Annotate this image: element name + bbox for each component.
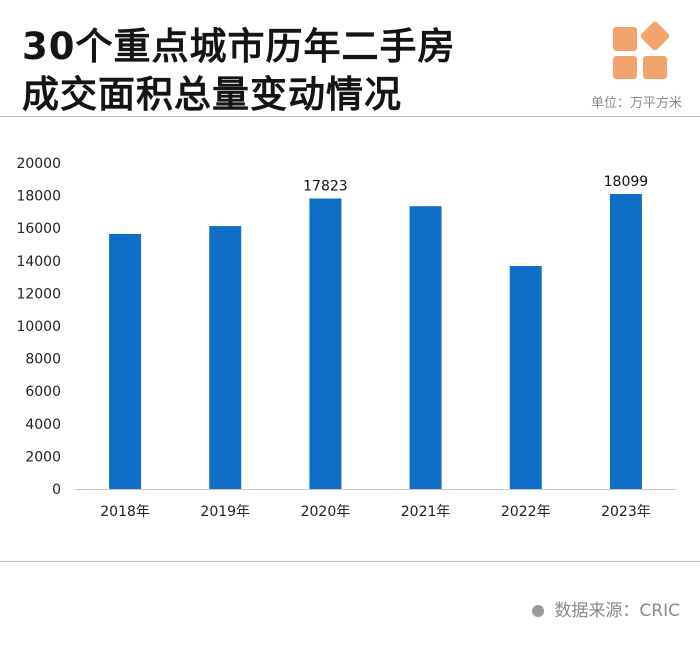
bar: [409, 206, 442, 489]
y-tick-label: 8000: [25, 352, 61, 368]
x-tick-label: 2021年: [401, 504, 451, 520]
x-axis: 2018年 2019年 2020年 2021年 2022年 2023年: [75, 489, 676, 520]
footer-divider: [0, 561, 700, 562]
x-tick-label: 2022年: [501, 504, 551, 520]
source-note: 数据来源：CRIC: [532, 596, 680, 621]
y-tick-label: 12000: [16, 286, 61, 302]
x-tick-label: 2019年: [200, 504, 250, 520]
data-label: 18099: [604, 174, 649, 190]
y-tick-label: 6000: [25, 384, 61, 400]
bars: 17823 18099: [109, 174, 648, 489]
y-tick-label: 0: [52, 482, 61, 498]
y-tick-label: 10000: [16, 319, 61, 335]
bar: [509, 266, 542, 489]
brand-logo-icon: [613, 20, 671, 79]
bar: [609, 193, 642, 489]
header-divider: [0, 116, 700, 117]
bar: [309, 198, 342, 489]
y-axis: 0 2000 4000 6000 8000 10000 12000 14000 16000 180…: [16, 156, 61, 498]
unit-label: 单位：万平方米: [590, 96, 682, 111]
bullet-icon: [532, 605, 545, 617]
bar: [209, 226, 242, 489]
y-tick-label: 2000: [25, 449, 61, 465]
y-tick-label: 20000: [16, 156, 61, 172]
bar-chart: 0 2000 4000 6000 8000 10000 12000 14000 16000 180…: [16, 156, 676, 520]
bar: [109, 233, 142, 489]
page-title-line-1: 30个重点城市历年二手房: [22, 25, 456, 68]
source-text: 数据来源：CRIC: [554, 601, 680, 621]
y-tick-label: 18000: [16, 189, 61, 205]
x-tick-label: 2023年: [601, 504, 651, 520]
y-tick-label: 14000: [16, 254, 61, 270]
x-tick-label: 2020年: [301, 504, 351, 520]
y-tick-label: 16000: [16, 221, 61, 237]
data-label: 17823: [303, 178, 348, 194]
y-tick-label: 4000: [25, 417, 61, 433]
page-title-line-2: 成交面积总量变动情况: [22, 73, 402, 116]
x-tick-label: 2018年: [100, 504, 150, 520]
